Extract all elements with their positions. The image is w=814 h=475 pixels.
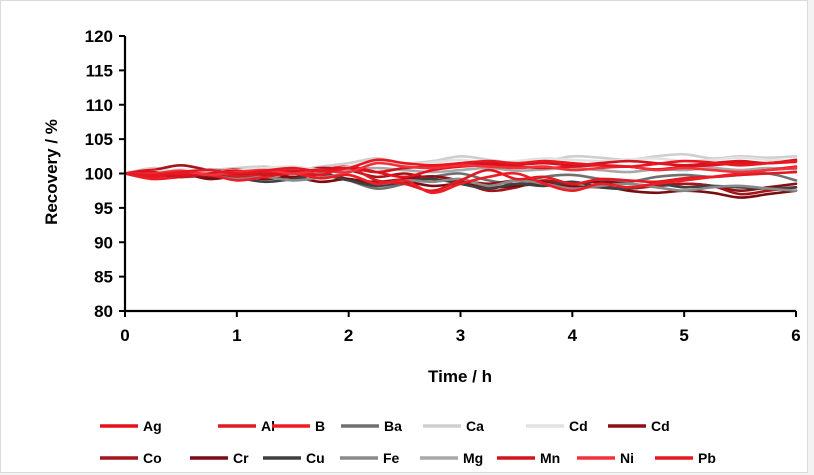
legend-item-co-7: Co (100, 450, 162, 466)
ticks-layer: 80 85 90 95 100 105 110 115 120 0 1 2 3 4 5 6 (85, 27, 801, 345)
legend-item-ag-0: Ag (100, 418, 162, 434)
y-tick-label: 105 (85, 130, 113, 149)
legend-label: Pb (698, 450, 716, 466)
y-tick-label: 100 (85, 165, 113, 184)
series-line-pb-14 (123, 158, 798, 177)
y-tick-label: 115 (86, 61, 113, 80)
legend-item-cr-8: Cr (190, 450, 249, 466)
legend-label: Co (143, 450, 162, 466)
legend-label: Cd (651, 418, 670, 434)
legend-label: Mg (463, 450, 483, 466)
series-line-ca-4 (123, 152, 798, 175)
series-line-fe-10 (123, 170, 798, 192)
legend-item-mg-11: Mg (420, 450, 483, 466)
y-tick-label: 95 (94, 199, 113, 218)
y-tick-label: 110 (86, 96, 113, 115)
x-tick-label: 2 (344, 326, 353, 345)
x-tick-label: 0 (120, 326, 129, 345)
legend-label: Mn (540, 450, 560, 466)
y-tick-label: 120 (85, 27, 113, 46)
legend-item-ba-3: Ba (341, 418, 402, 434)
x-tick-label: 6 (791, 326, 800, 345)
x-tick-label: 1 (232, 326, 241, 345)
series-layer (123, 152, 798, 199)
x-tick-label: 5 (679, 326, 688, 345)
legend-label: B (315, 418, 325, 434)
y-axis-title: Recovery / % (42, 119, 61, 225)
legend-item-mn-12: Mn (497, 450, 560, 466)
legend-item-cu-9: Cu (263, 450, 325, 466)
legend-item-ni-13: Ni (577, 450, 634, 466)
x-tick-label: 4 (568, 326, 578, 345)
series-line-al-1 (123, 166, 798, 193)
legend-label: Ca (466, 418, 484, 434)
legend-label: Cd (569, 418, 588, 434)
y-tick-label: 90 (94, 233, 113, 252)
series-line-b-2 (123, 165, 798, 195)
legend-label: Cr (233, 450, 249, 466)
y-tick-label: 80 (94, 302, 113, 321)
legend-label: Ba (384, 418, 402, 434)
y-tick-label: 85 (94, 268, 113, 287)
legend-label: Al (261, 418, 275, 434)
legend-item-ca-4: Ca (423, 418, 484, 434)
x-tick-label: 3 (456, 326, 465, 345)
legend-item-al-1: Al (218, 418, 275, 434)
legend-item-cd-6: Cd (608, 418, 670, 434)
series-line-ni-13 (123, 161, 798, 177)
legend-label: Ag (143, 418, 162, 434)
legend-label: Fe (383, 450, 400, 466)
legend-item-b-2: B (272, 418, 325, 434)
legend-item-fe-10: Fe (340, 450, 400, 466)
legend-item-cd-5: Cd (526, 418, 588, 434)
legend-label: Cu (306, 450, 325, 466)
x-axis-title: Time / h (428, 367, 492, 386)
legend-item-pb-14: Pb (655, 450, 716, 466)
legend: Ag Al B Ba Ca Cd Cd Co Cr Cu Fe Mg Mn Ni Pb (100, 418, 716, 466)
legend-label: Ni (620, 450, 634, 466)
